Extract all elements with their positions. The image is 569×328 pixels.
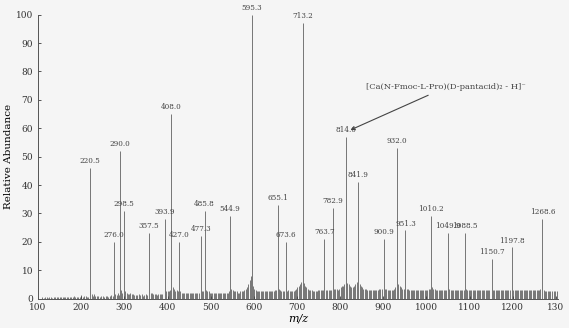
Text: 298.5: 298.5 <box>113 200 134 208</box>
Text: 290.0: 290.0 <box>110 140 130 148</box>
Text: 1088.5: 1088.5 <box>452 222 477 231</box>
Text: 485.8: 485.8 <box>194 200 215 208</box>
Text: [Ca(N-Fmoc-L-Pro)(D-pantacid)₂ - H]⁻: [Ca(N-Fmoc-L-Pro)(D-pantacid)₂ - H]⁻ <box>352 83 526 130</box>
Text: 1268.6: 1268.6 <box>530 208 555 216</box>
Text: 655.1: 655.1 <box>267 194 288 202</box>
Text: 477.3: 477.3 <box>191 225 211 233</box>
Text: 595.3: 595.3 <box>241 4 262 12</box>
Text: 782.9: 782.9 <box>323 197 343 205</box>
Text: 1197.8: 1197.8 <box>499 236 525 245</box>
Text: 814.0: 814.0 <box>336 126 357 134</box>
Text: 841.9: 841.9 <box>348 171 369 179</box>
X-axis label: m/z: m/z <box>288 314 308 324</box>
Text: 673.6: 673.6 <box>275 231 296 239</box>
Text: 900.9: 900.9 <box>373 228 394 236</box>
Text: 427.0: 427.0 <box>169 231 189 239</box>
Text: 220.5: 220.5 <box>80 157 101 165</box>
Text: 951.3: 951.3 <box>395 220 416 228</box>
Text: 276.0: 276.0 <box>104 231 125 239</box>
Text: 544.9: 544.9 <box>220 205 241 214</box>
Text: 1010.2: 1010.2 <box>418 205 444 214</box>
Text: 393.9: 393.9 <box>155 208 175 216</box>
Text: 1150.7: 1150.7 <box>479 248 504 256</box>
Text: 1049.9: 1049.9 <box>435 222 461 231</box>
Text: 932.0: 932.0 <box>387 137 407 145</box>
Text: 357.5: 357.5 <box>139 222 159 231</box>
Text: 408.0: 408.0 <box>160 103 182 111</box>
Y-axis label: Relative Abundance: Relative Abundance <box>4 104 13 209</box>
Text: 713.2: 713.2 <box>292 12 313 20</box>
Text: 763.7: 763.7 <box>314 228 335 236</box>
